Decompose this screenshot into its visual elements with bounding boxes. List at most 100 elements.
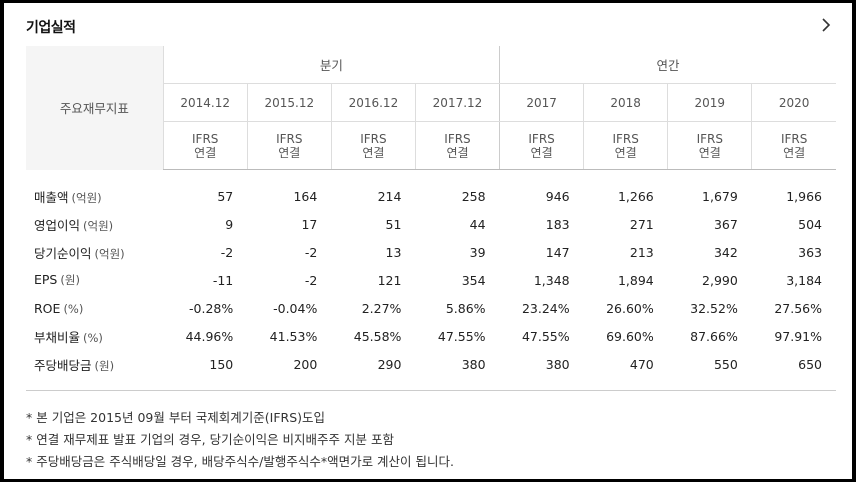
table-cell: -2	[304, 244, 318, 260]
row-unit: (억원)	[94, 246, 125, 261]
row-label: 주당배당금 (원)	[26, 350, 163, 378]
table-cell: 23.24%	[521, 300, 570, 316]
section-title: 기업실적	[26, 20, 76, 36]
row-unit: (원)	[94, 358, 115, 373]
row-label: 매출액 (억원)	[26, 182, 163, 210]
table-cell: 1,348	[533, 272, 570, 288]
basis-header: IFRS 연결	[330, 121, 416, 170]
table-cell: 367	[713, 216, 738, 232]
table-cell: 121	[377, 272, 402, 288]
table-cell: 946	[545, 188, 570, 204]
table-cell: 1,266	[617, 188, 654, 204]
basis-header: IFRS 연결	[246, 121, 332, 170]
table-cell: 1,894	[617, 272, 654, 288]
table-cell: 380	[545, 356, 570, 372]
row-label-text: 매출액	[34, 189, 69, 205]
row-unit: (억원)	[71, 190, 102, 205]
basis-header: IFRS 연결	[414, 121, 500, 170]
table-cell: 290	[377, 356, 402, 372]
table-cell: 504	[798, 216, 822, 232]
table-cell: 150	[209, 356, 234, 372]
table-cell: 271	[629, 216, 654, 232]
table-cell: -2	[304, 272, 318, 288]
footnote: * 주당배당금은 주식배당일 경우, 배당주식수/발행주식수*액면가로 계산이 …	[26, 454, 454, 469]
table-cell: 44	[469, 216, 486, 232]
period-header: 2020	[751, 83, 836, 122]
table-cell: 47.55%	[437, 328, 486, 344]
table-row: 당기순이익 (억원) -2 -2 13 39 147 213 342 363	[26, 238, 836, 266]
period-header: 2017.12	[414, 83, 500, 122]
table-cell: 164	[293, 188, 318, 204]
footnotes: * 본 기업은 2015년 09월 부터 국제회계기준(IFRS)도입 * 연결…	[26, 407, 454, 473]
table-cell: 3,184	[786, 272, 822, 288]
table-cell: -11	[212, 272, 234, 288]
row-unit: (%)	[83, 330, 103, 345]
financial-table: 주요재무지표 분기 연간 2014.12 2015.12 2016.12 201…	[26, 46, 836, 391]
basis-header: IFRS 연결	[667, 121, 752, 170]
table-row: ROE (%) -0.28% -0.04% 2.27% 5.86% 23.24% 26.60%…	[26, 294, 836, 322]
period-header: 2014.12	[162, 83, 248, 122]
table-row: EPS (원) -11 -2 121 354 1,348 1,894 2,990 3,184	[26, 266, 836, 294]
period-header: 2018	[583, 83, 668, 122]
table-cell: 213	[629, 244, 654, 260]
table-cell: 13	[385, 244, 402, 260]
table-row: 주당배당금 (원) 150 200 290 380 380 470 550 650	[26, 350, 836, 378]
period-header: 2019	[667, 83, 752, 122]
row-unit: (%)	[63, 301, 84, 316]
row-label-text: 주당배당금	[34, 357, 92, 373]
table-cell: 32.52%	[690, 300, 738, 316]
basis-header: IFRS 연결	[583, 121, 668, 170]
table-cell: 363	[798, 244, 822, 260]
table-cell: 57	[217, 188, 234, 204]
annual-group-header: 연간	[499, 46, 836, 84]
table-cell: -0.28%	[189, 300, 234, 316]
row-label: EPS (원)	[26, 266, 163, 294]
table-cell: 258	[461, 188, 486, 204]
table-cell: 26.60%	[606, 300, 654, 316]
row-label: 부채비율 (%)	[26, 322, 163, 350]
table-cell: 5.86%	[445, 300, 486, 316]
period-header: 2016.12	[330, 83, 416, 122]
table-cell: 97.91%	[774, 328, 822, 344]
table-cell: 41.53%	[269, 328, 318, 344]
row-label-text: ROE	[34, 300, 61, 316]
row-unit: (억원)	[83, 218, 114, 233]
row-label: 영업이익 (억원)	[26, 210, 163, 238]
table-row: 매출액 (억원) 57 164 214 258 946 1,266 1,679 1,966	[26, 182, 836, 210]
table-cell: -2	[220, 244, 234, 260]
quarter-group-header: 분기	[162, 46, 500, 84]
table-cell: 2.27%	[361, 300, 402, 316]
label-header: 주요재무지표	[26, 46, 164, 170]
table-cell: 69.60%	[606, 328, 654, 344]
table-cell: 470	[629, 356, 654, 372]
basis-header: IFRS 연결	[751, 121, 836, 170]
row-label: ROE (%)	[26, 294, 163, 322]
basis-row: IFRS 연결 IFRS 연결 IFRS 연결 IFRS 연결 IFRS 연결 IFRS 연…	[26, 121, 836, 170]
table-cell: 214	[377, 188, 402, 204]
chevron-right-icon[interactable]	[818, 17, 834, 33]
table-cell: 51	[385, 216, 402, 232]
table-cell: 1,966	[786, 188, 822, 204]
table-cell: 45.58%	[353, 328, 402, 344]
table-cell: 9	[225, 216, 234, 232]
period-header: 2017	[499, 83, 584, 122]
table-row: 부채비율 (%) 44.96% 41.53% 45.58% 47.55% 47.55% 69.…	[26, 322, 836, 350]
period-header: 2015.12	[246, 83, 332, 122]
footnote: * 본 기업은 2015년 09월 부터 국제회계기준(IFRS)도입	[26, 410, 326, 425]
table-cell: 17	[301, 216, 318, 232]
basis-header: IFRS 연결	[162, 121, 248, 170]
row-unit: (원)	[60, 273, 80, 287]
company-performance-panel: 기업실적 주요재무지표 분기 연간 2014.12 2015.12 2016.1…	[4, 3, 852, 479]
table-cell: 650	[798, 356, 822, 372]
row-label-text: EPS	[34, 272, 58, 287]
row-label-text: 당기순이익	[34, 245, 92, 261]
table-cell: 39	[469, 244, 486, 260]
table-cell: 183	[545, 216, 570, 232]
table-cell: 27.56%	[774, 300, 822, 316]
table-cell: 87.66%	[690, 328, 738, 344]
table-cell: 550	[713, 356, 738, 372]
basis-header: IFRS 연결	[499, 121, 584, 170]
table-cell: 354	[461, 272, 486, 288]
table-row: 영업이익 (억원) 9 17 51 44 183 271 367 504	[26, 210, 836, 238]
period-row: 2014.12 2015.12 2016.12 2017.12 2017 201…	[26, 83, 836, 122]
